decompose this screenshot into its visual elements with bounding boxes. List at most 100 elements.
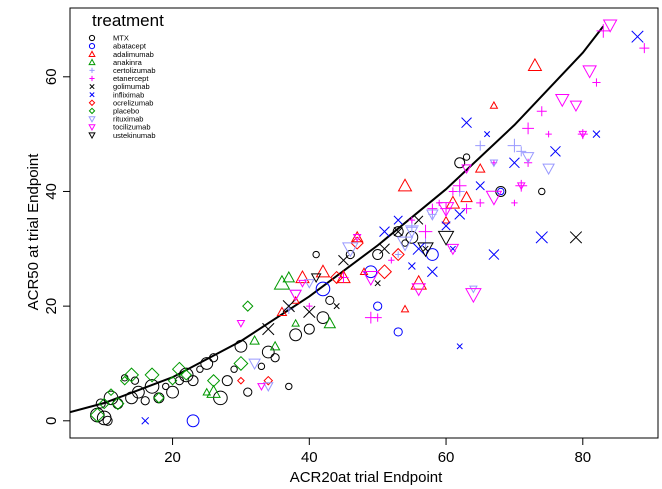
point-infliximab (550, 145, 561, 157)
x-tick-label: 60 (438, 449, 455, 466)
point-adalimumab (295, 269, 310, 284)
point-adalimumab (441, 215, 451, 224)
point-etanercept (306, 302, 313, 310)
point-rituximab (405, 226, 419, 239)
point-golimumab (379, 243, 390, 255)
point-placebo (98, 397, 110, 410)
legend-label: adalimumab (113, 50, 154, 59)
point-rituximab (303, 279, 315, 289)
point-tocilizumab (554, 94, 570, 108)
point-infliximab (483, 131, 491, 138)
point-mtx (102, 415, 113, 426)
point-mtx (289, 328, 303, 342)
legend-label: etanercept (113, 74, 149, 83)
point-placebo (111, 396, 125, 411)
point-etanercept (461, 203, 472, 214)
legend-label: tocilizumab (113, 123, 151, 132)
point-anakinra (273, 274, 291, 290)
point-tocilizumab (578, 130, 588, 139)
legend-marker-golimumab (89, 84, 95, 90)
point-etanercept (536, 106, 547, 117)
point-ocrelizumab (350, 236, 364, 250)
point-tocilizumab (516, 182, 526, 191)
point-etanercept (373, 313, 382, 322)
point-tocilizumab (569, 100, 583, 112)
legend-label: anakinra (113, 58, 143, 67)
point-ustekinumab (437, 230, 455, 246)
point-ocrelizumab (391, 247, 405, 262)
legend-marker-certolizumab (89, 67, 95, 73)
point-abatacept (186, 414, 200, 428)
point-placebo (107, 388, 115, 397)
point-mtx (153, 392, 165, 404)
point-abatacept (373, 301, 383, 311)
point-golimumab (393, 226, 403, 237)
point-tocilizumab (411, 283, 427, 297)
point-mtx (112, 398, 124, 410)
y-axis-title: ACR50 at trial Endpoint (25, 153, 42, 311)
point-tocilizumab (602, 19, 618, 33)
point-infliximab (592, 130, 601, 138)
point-placebo (144, 367, 160, 383)
point-etanercept (452, 178, 467, 193)
point-placebo (167, 375, 178, 386)
point-mtx (462, 153, 471, 161)
point-golimumab (282, 299, 295, 313)
legend-label: golimumab (113, 82, 150, 91)
point-mtx (213, 390, 228, 406)
legend-marker-ocrelizumab (88, 99, 96, 107)
point-mtx (234, 339, 248, 353)
point-tocilizumab (236, 320, 246, 328)
point-placebo (233, 355, 249, 371)
point-placebo (153, 392, 165, 404)
point-mtx (401, 239, 409, 247)
point-placebo (89, 407, 105, 423)
point-rituximab (289, 289, 302, 302)
point-tocilizumab (362, 270, 380, 286)
y-tick-label: 60 (43, 68, 60, 85)
point-rituximab (542, 163, 555, 176)
point-mtx (303, 323, 315, 335)
x-tick-label: 40 (301, 449, 318, 466)
point-mtx (454, 157, 466, 169)
point-anakinra (269, 340, 281, 351)
point-anakinra (202, 387, 212, 396)
point-golimumab (414, 215, 424, 225)
point-certolizumab (394, 251, 402, 258)
point-mtx (200, 357, 214, 370)
point-anakinra (291, 318, 300, 327)
point-adalimumab (336, 269, 351, 284)
point-adalimumab (291, 295, 300, 304)
point-adalimumab (460, 190, 473, 203)
point-mtx (187, 375, 199, 387)
point-mtx (243, 387, 253, 397)
point-mtx (316, 311, 330, 325)
y-tick-label: 40 (43, 183, 60, 200)
legend-marker-rituximab (88, 116, 96, 123)
legend-marker-tocilizumab (88, 124, 96, 131)
point-ocrelizumab (237, 376, 245, 385)
legend-marker-adalimumab (88, 50, 96, 57)
point-infliximab (461, 117, 472, 129)
point-etanercept (596, 24, 611, 38)
point-etanercept (592, 78, 601, 87)
point-mtx (144, 379, 160, 394)
point-adalimumab (474, 162, 486, 173)
point-placebo (124, 367, 140, 383)
point-adalimumab (527, 57, 543, 72)
point-placebo (180, 369, 192, 381)
x-axis-title: ACR20at trial Endpoint (290, 469, 443, 486)
point-rituximab (248, 358, 261, 370)
point-tocilizumab (352, 234, 362, 242)
point-etanercept (448, 187, 457, 196)
point-golimumab (338, 254, 349, 266)
point-infliximab (141, 416, 150, 425)
point-adalimumab (315, 264, 331, 278)
point-mtx (140, 396, 150, 406)
point-golimumab (422, 245, 429, 252)
point-ocrelizumab (263, 375, 274, 386)
legend-marker-etanercept (89, 75, 95, 82)
point-mtx (130, 376, 140, 385)
point-infliximab (412, 242, 425, 255)
